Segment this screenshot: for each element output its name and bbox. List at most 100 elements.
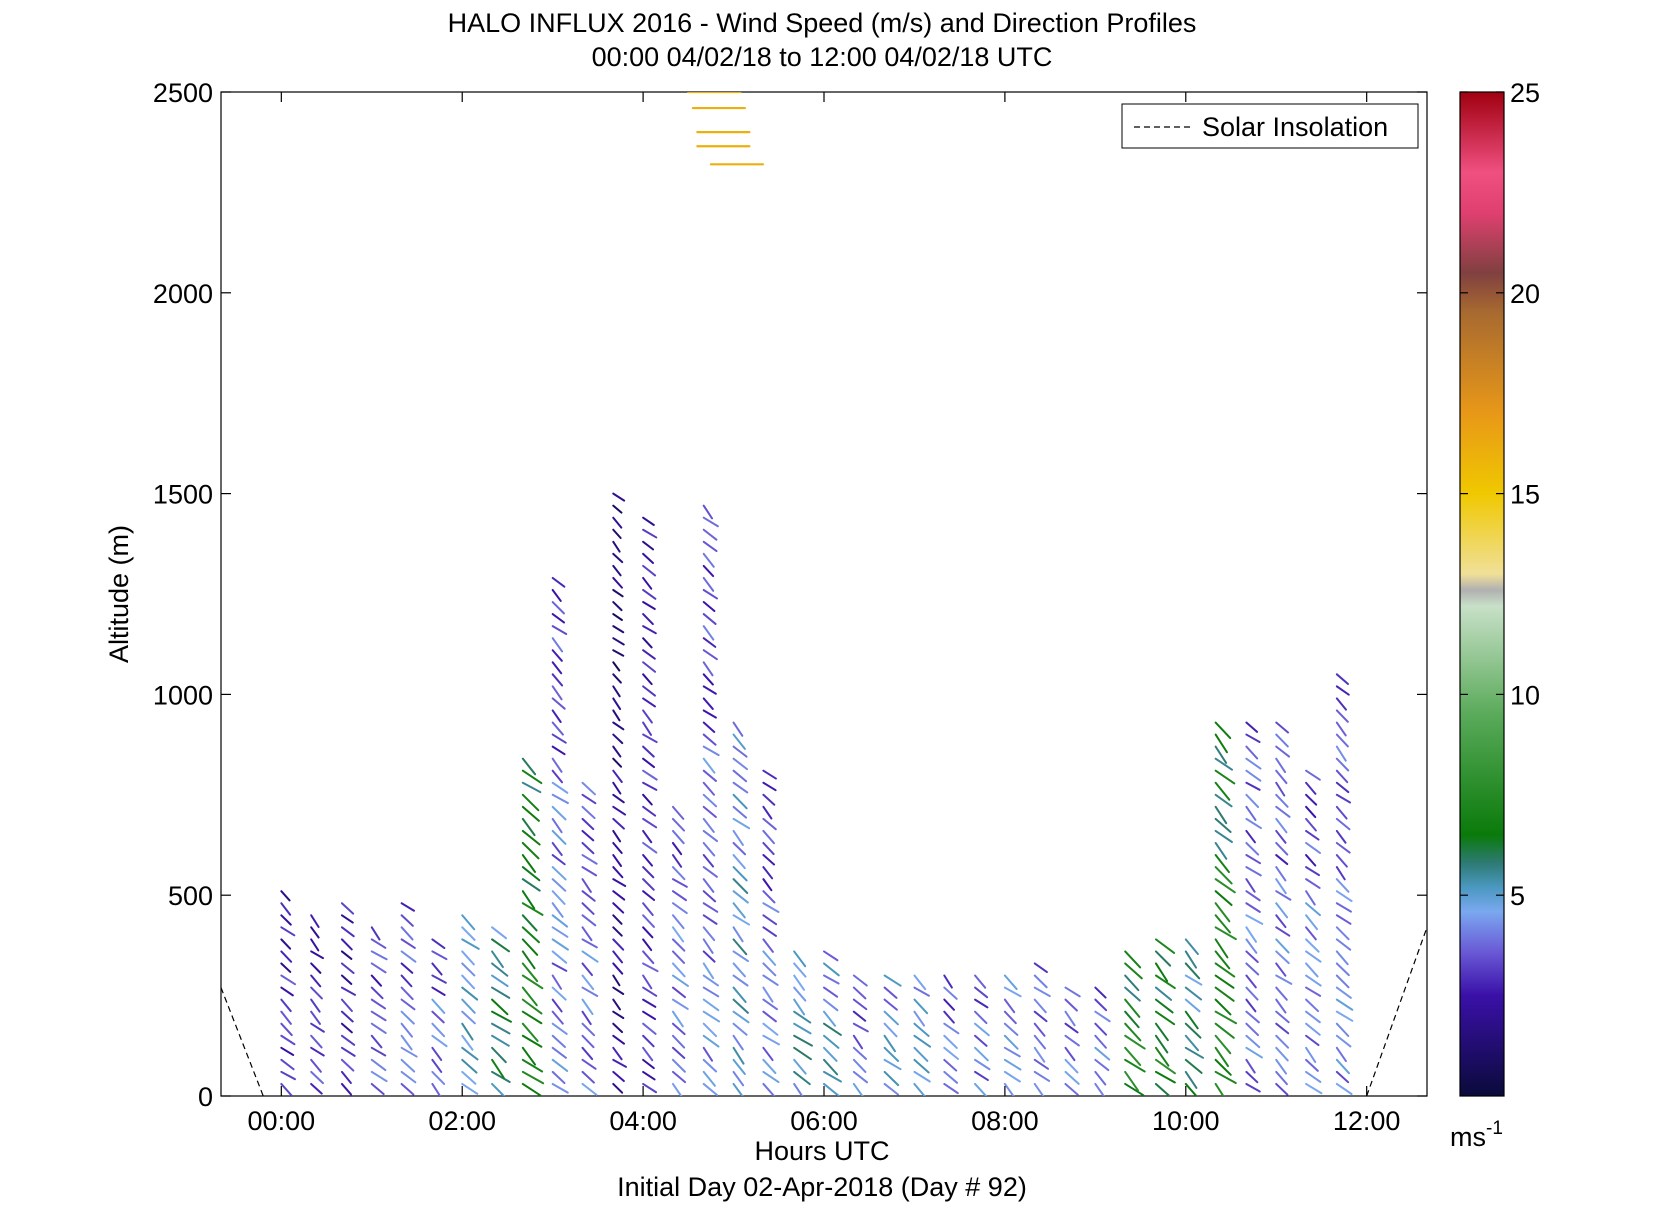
wind-vector bbox=[762, 974, 779, 986]
wind-vector bbox=[974, 974, 987, 989]
wind-vector bbox=[461, 1022, 474, 1041]
wind-vector bbox=[431, 1022, 446, 1038]
wind-vector bbox=[612, 926, 623, 937]
wind-vector bbox=[1064, 1022, 1079, 1034]
wind-vector bbox=[1214, 998, 1232, 1016]
wind-vector bbox=[1335, 1046, 1347, 1063]
wind-vector bbox=[883, 1082, 900, 1096]
wind-vector bbox=[340, 938, 353, 951]
wind-vector bbox=[762, 878, 773, 892]
wind-vector bbox=[974, 986, 989, 999]
wind-vector bbox=[762, 1070, 780, 1084]
wind-vector bbox=[491, 1034, 510, 1047]
wind-vector bbox=[642, 733, 658, 744]
wind-vector bbox=[642, 528, 658, 539]
wind-vector bbox=[521, 866, 541, 882]
y-tick-label: 2000 bbox=[153, 279, 213, 309]
wind-vector bbox=[400, 1010, 415, 1025]
wind-vector bbox=[1033, 1046, 1046, 1063]
wind-vector bbox=[551, 637, 564, 653]
wind-vector bbox=[852, 1058, 867, 1073]
wind-vector bbox=[370, 1034, 383, 1049]
wind-vector bbox=[1275, 986, 1288, 1001]
wind-vector bbox=[702, 685, 717, 695]
wind-vector bbox=[491, 938, 510, 953]
wind-vector bbox=[1275, 962, 1287, 977]
wind-vector bbox=[702, 1022, 718, 1038]
wind-vector bbox=[883, 1034, 896, 1053]
wind-vector bbox=[762, 890, 776, 904]
wind-vector bbox=[732, 805, 748, 819]
wind-vector bbox=[762, 1082, 776, 1096]
wind-vector bbox=[671, 914, 685, 930]
wind-vector bbox=[702, 1010, 721, 1023]
wind-vector bbox=[702, 841, 716, 857]
wind-vector bbox=[400, 938, 416, 949]
wind-vector bbox=[642, 1022, 657, 1035]
x-tick-label: 00:00 bbox=[248, 1106, 316, 1136]
wind-vector bbox=[491, 950, 504, 969]
wind-vector bbox=[1305, 841, 1321, 854]
wind-vector bbox=[1214, 1070, 1237, 1084]
wind-vector bbox=[400, 914, 414, 927]
wind-vector bbox=[280, 950, 293, 963]
wind-vector bbox=[612, 540, 621, 553]
wind-vector bbox=[280, 1034, 296, 1046]
wind-vector bbox=[612, 986, 625, 996]
wind-vector bbox=[1033, 1022, 1046, 1037]
wind-vector bbox=[1275, 721, 1290, 734]
wind-vector bbox=[1305, 866, 1321, 877]
wind-vector bbox=[1245, 769, 1262, 782]
wind-vector bbox=[491, 1022, 511, 1035]
wind-vector bbox=[642, 1070, 656, 1081]
colorbar-unit-exponent: -1 bbox=[1486, 1118, 1503, 1139]
wind-vector bbox=[551, 914, 569, 928]
wind-vector bbox=[612, 769, 623, 783]
wind-vector bbox=[1124, 1010, 1140, 1029]
wind-vector bbox=[1214, 841, 1228, 860]
wind-vector bbox=[612, 781, 622, 795]
wind-vector bbox=[732, 878, 749, 894]
wind-vector bbox=[280, 1010, 292, 1025]
wind-vector bbox=[1245, 1058, 1256, 1074]
wind-vector bbox=[1305, 902, 1321, 917]
x-tick-label: 02:00 bbox=[428, 1106, 496, 1136]
wind-vector bbox=[913, 1022, 930, 1037]
wind-vector bbox=[852, 1046, 867, 1060]
wind-vector bbox=[521, 890, 536, 910]
x-tick-label: 04:00 bbox=[609, 1106, 677, 1136]
wind-vector bbox=[400, 926, 414, 941]
wind-vector bbox=[943, 1010, 955, 1024]
wind-vector bbox=[370, 938, 387, 949]
wind-vector bbox=[1184, 1082, 1198, 1096]
wind-vector bbox=[642, 926, 654, 939]
wind-vector bbox=[1124, 1058, 1146, 1073]
wind-vector bbox=[642, 962, 659, 973]
wind-vector bbox=[1275, 998, 1287, 1014]
wind-vector bbox=[1245, 890, 1261, 902]
wind-vector bbox=[1305, 829, 1320, 841]
wind-vector bbox=[1094, 998, 1108, 1012]
wind-vector bbox=[642, 793, 653, 806]
wind-vector bbox=[1245, 1034, 1261, 1049]
wind-vector bbox=[521, 974, 544, 990]
wind-vector bbox=[1245, 781, 1261, 791]
wind-vector bbox=[702, 962, 715, 980]
wind-vector bbox=[642, 637, 653, 649]
wind-vector bbox=[612, 673, 622, 684]
wind-vector bbox=[1064, 998, 1078, 1012]
wind-vector bbox=[1214, 805, 1228, 825]
wind-vector bbox=[400, 1058, 416, 1073]
wind-vector bbox=[1275, 974, 1293, 985]
wind-vector bbox=[1275, 781, 1286, 797]
wind-vector bbox=[612, 1010, 625, 1020]
wind-vector bbox=[461, 1082, 479, 1095]
wind-vector bbox=[1275, 878, 1287, 895]
wind-vector bbox=[1245, 902, 1261, 913]
wind-vector bbox=[762, 854, 776, 866]
wind-vector bbox=[1214, 1034, 1232, 1055]
wind-vector bbox=[612, 1034, 626, 1045]
wind-vector bbox=[1275, 890, 1292, 901]
wind-vector bbox=[1335, 938, 1352, 951]
